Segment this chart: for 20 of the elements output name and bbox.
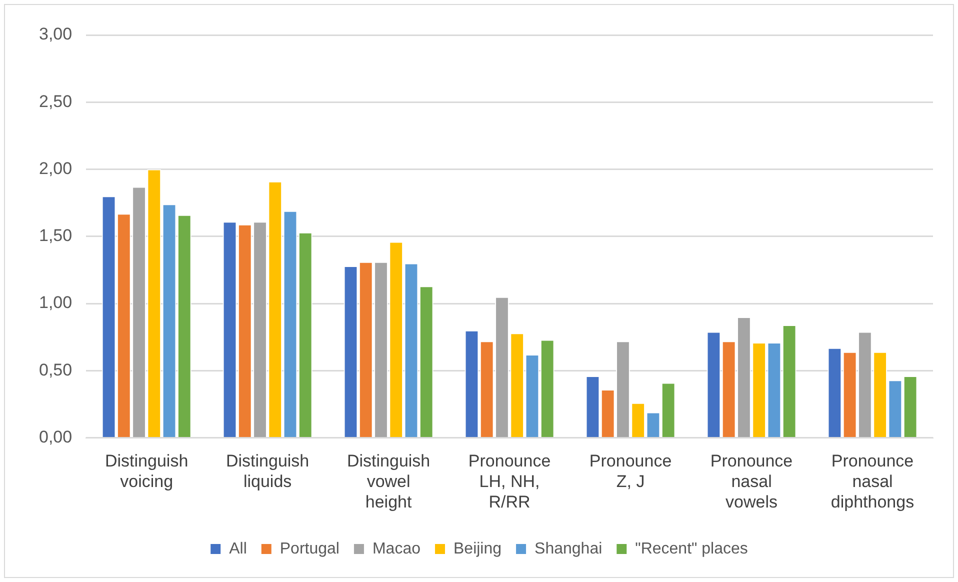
legend-label: "Recent" places	[635, 540, 748, 558]
x-tick-label: Distinguish voicing	[105, 452, 188, 492]
y-tick-label: 2,50	[38, 92, 72, 111]
x-tick-label: Pronounce nasal diphthongs	[830, 452, 914, 512]
legend-label: Portugal	[280, 540, 340, 558]
x-tick-label: Pronounce LH, NH, R/RR	[468, 452, 551, 512]
x-tick-label: Distinguish liquids	[226, 452, 310, 492]
y-tick-label: 1,00	[38, 293, 72, 312]
legend-label: All	[229, 540, 247, 558]
x-tick-label: Distinguish vowel height	[346, 452, 430, 512]
legend-label: Beijing	[454, 540, 502, 558]
y-tick-label: 0,00	[38, 427, 72, 446]
legend-label: Shanghai	[534, 540, 602, 558]
x-tick-label: Pronounce nasal vowels	[710, 452, 793, 512]
y-tick-label: 3,00	[38, 24, 72, 44]
y-tick-label: 1,50	[38, 226, 72, 246]
legend-label: Macao	[372, 540, 421, 558]
y-tick-label: 0,50	[38, 360, 72, 380]
y-tick-label: 2,00	[38, 158, 72, 178]
x-tick-label: Pronounce Z, J	[589, 452, 672, 492]
